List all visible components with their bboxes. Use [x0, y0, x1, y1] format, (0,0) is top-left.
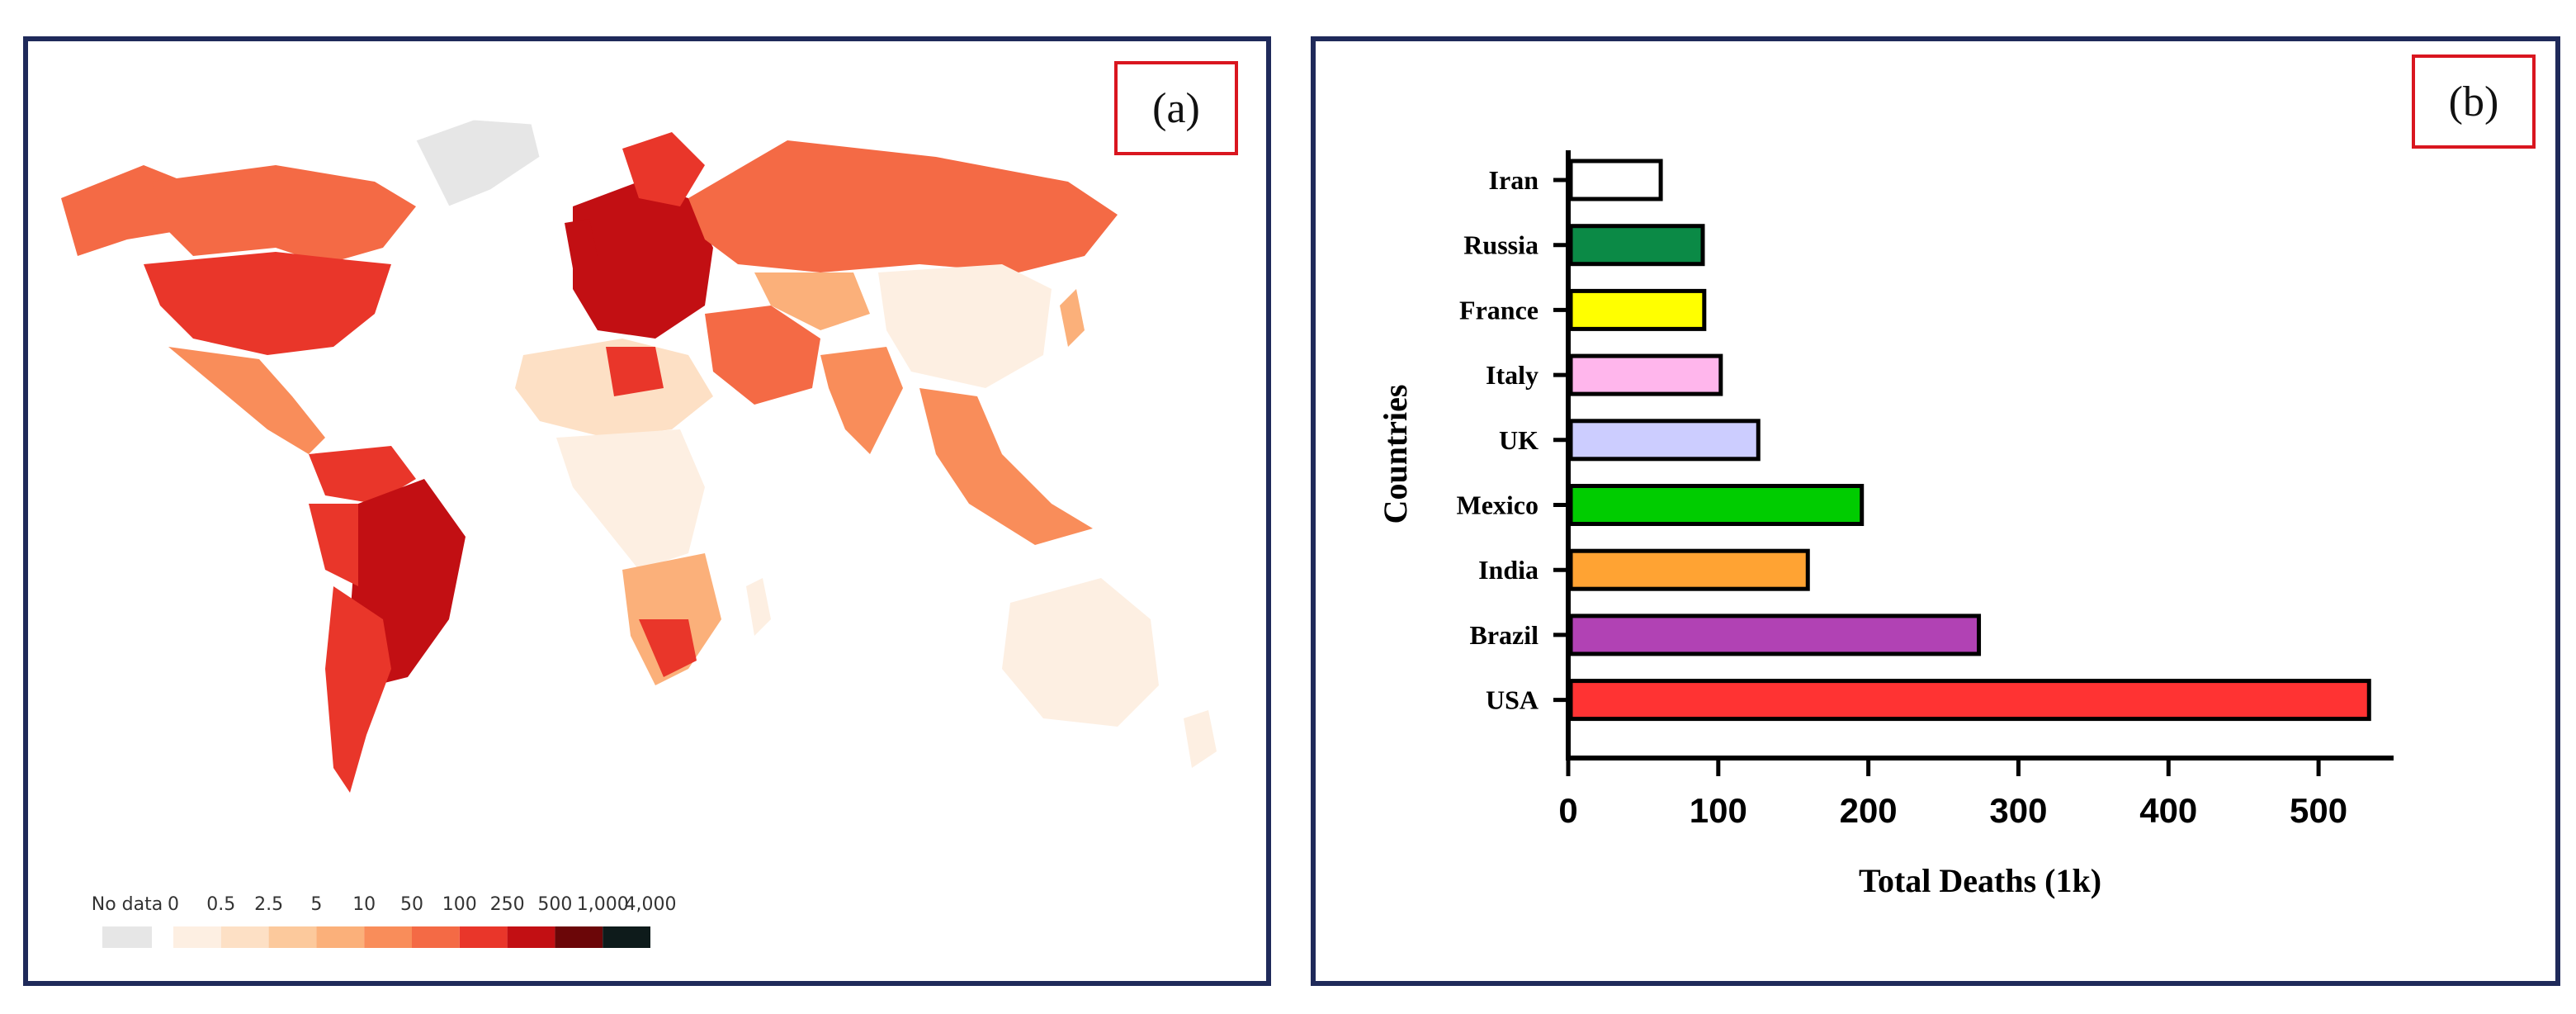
- bar-india: [1568, 548, 1810, 591]
- map-region-argentina-chile: [325, 586, 391, 793]
- map-region-madagascar: [746, 578, 771, 636]
- category-label: Iran: [1489, 165, 1539, 195]
- map-region-scandinavia: [622, 132, 705, 206]
- panel-a-label: (a): [1114, 61, 1238, 155]
- map-region-southeast-asia: [919, 388, 1093, 545]
- legend-no-data-swatch: [102, 926, 152, 948]
- map-region-usa: [144, 252, 391, 355]
- x-axis-ticks: 0 100 200 300 400 500: [1558, 758, 2347, 830]
- legend-tick-label: 0.5: [206, 894, 235, 915]
- map-region-south-africa: [639, 619, 697, 677]
- map-region-china: [878, 264, 1052, 388]
- legend-tick-label: 2.5: [254, 894, 283, 915]
- map-region-central-africa: [556, 429, 705, 570]
- map-region-mexico: [168, 347, 325, 454]
- panel-b-chart: (b) Iran Russia France Italy UK Mexico India Br…: [1311, 36, 2560, 986]
- bar-france: [1568, 288, 1707, 331]
- map-region-india: [820, 347, 903, 454]
- map-region-colombia-venezuela: [309, 446, 416, 504]
- panel-a-map: (a): [23, 36, 1271, 986]
- x-axis-title: Total Deaths (1k): [1859, 862, 2101, 899]
- category-label: France: [1459, 295, 1539, 325]
- x-tick-label: 500: [2290, 791, 2347, 830]
- bars: [1568, 159, 2371, 722]
- legend-no-data-label: No data: [92, 894, 163, 915]
- legend-tick-label: 50: [400, 894, 423, 915]
- bar-mexico: [1568, 484, 1865, 526]
- x-tick-label: 0: [1558, 791, 1577, 830]
- map-region-canada: [152, 165, 416, 264]
- legend-swatch: [603, 926, 650, 948]
- category-label: Russia: [1463, 230, 1539, 260]
- legend-swatches: [173, 926, 650, 948]
- legend-swatch: [173, 926, 221, 948]
- x-tick-label: 200: [1840, 791, 1898, 830]
- legend-swatch: [220, 926, 269, 948]
- legend-swatch: [412, 926, 460, 948]
- map-region-central-asia: [754, 272, 870, 330]
- map-region-new-zealand: [1184, 710, 1217, 768]
- category-label: Brazil: [1469, 620, 1539, 650]
- bar-italy: [1568, 353, 1723, 396]
- legend-swatch: [268, 926, 317, 948]
- legend-swatch: [364, 926, 412, 948]
- bar-chart: Iran Russia France Italy UK Mexico India Brazil…: [1377, 150, 2394, 899]
- legend-tick-label: 100: [442, 894, 477, 915]
- category-label: India: [1478, 555, 1539, 585]
- legend-swatch: [459, 926, 508, 948]
- map-region-europe: [573, 182, 713, 339]
- x-tick-label: 400: [2139, 791, 2197, 830]
- category-label: Italy: [1486, 360, 1539, 390]
- legend-tick-label: 250: [490, 894, 525, 915]
- legend-tick-label: 1,000: [577, 894, 629, 915]
- legend-tick-label: 10: [352, 894, 376, 915]
- map-region-japan: [1060, 289, 1085, 347]
- legend-swatch: [507, 926, 555, 948]
- category-label: UK: [1499, 425, 1539, 455]
- x-tick-label: 300: [1989, 791, 2047, 830]
- bar-iran: [1568, 159, 1663, 201]
- category-label: USA: [1486, 685, 1539, 715]
- bar-uk: [1568, 419, 1761, 462]
- bar-usa: [1568, 679, 2371, 722]
- legend-swatch: [555, 926, 603, 948]
- bar-brazil: [1568, 614, 1982, 656]
- map-region-australia: [1002, 578, 1159, 727]
- legend-swatch: [316, 926, 365, 948]
- x-tick-label: 100: [1690, 791, 1747, 830]
- legend-tick-label: 500: [537, 894, 572, 915]
- legend-tick-label: 5: [310, 894, 322, 915]
- map-region-uk: [565, 219, 598, 268]
- panel-b-label: (b): [2412, 54, 2536, 149]
- map-land: [61, 119, 1217, 793]
- category-labels: Iran Russia France Italy UK Mexico India Brazil…: [1457, 165, 1568, 715]
- map-region-libya: [606, 347, 664, 396]
- y-axis-title: Countries: [1377, 385, 1414, 524]
- bar-russia: [1568, 224, 1705, 267]
- category-label: Mexico: [1457, 490, 1539, 520]
- map-region-middle-east: [705, 306, 820, 405]
- legend-tick-label: 0: [168, 894, 179, 915]
- map-region-russia: [688, 140, 1118, 272]
- map-region-peru: [309, 504, 358, 586]
- legend-tick-label: 4,000: [625, 894, 677, 915]
- map-region-greenland: [415, 119, 541, 207]
